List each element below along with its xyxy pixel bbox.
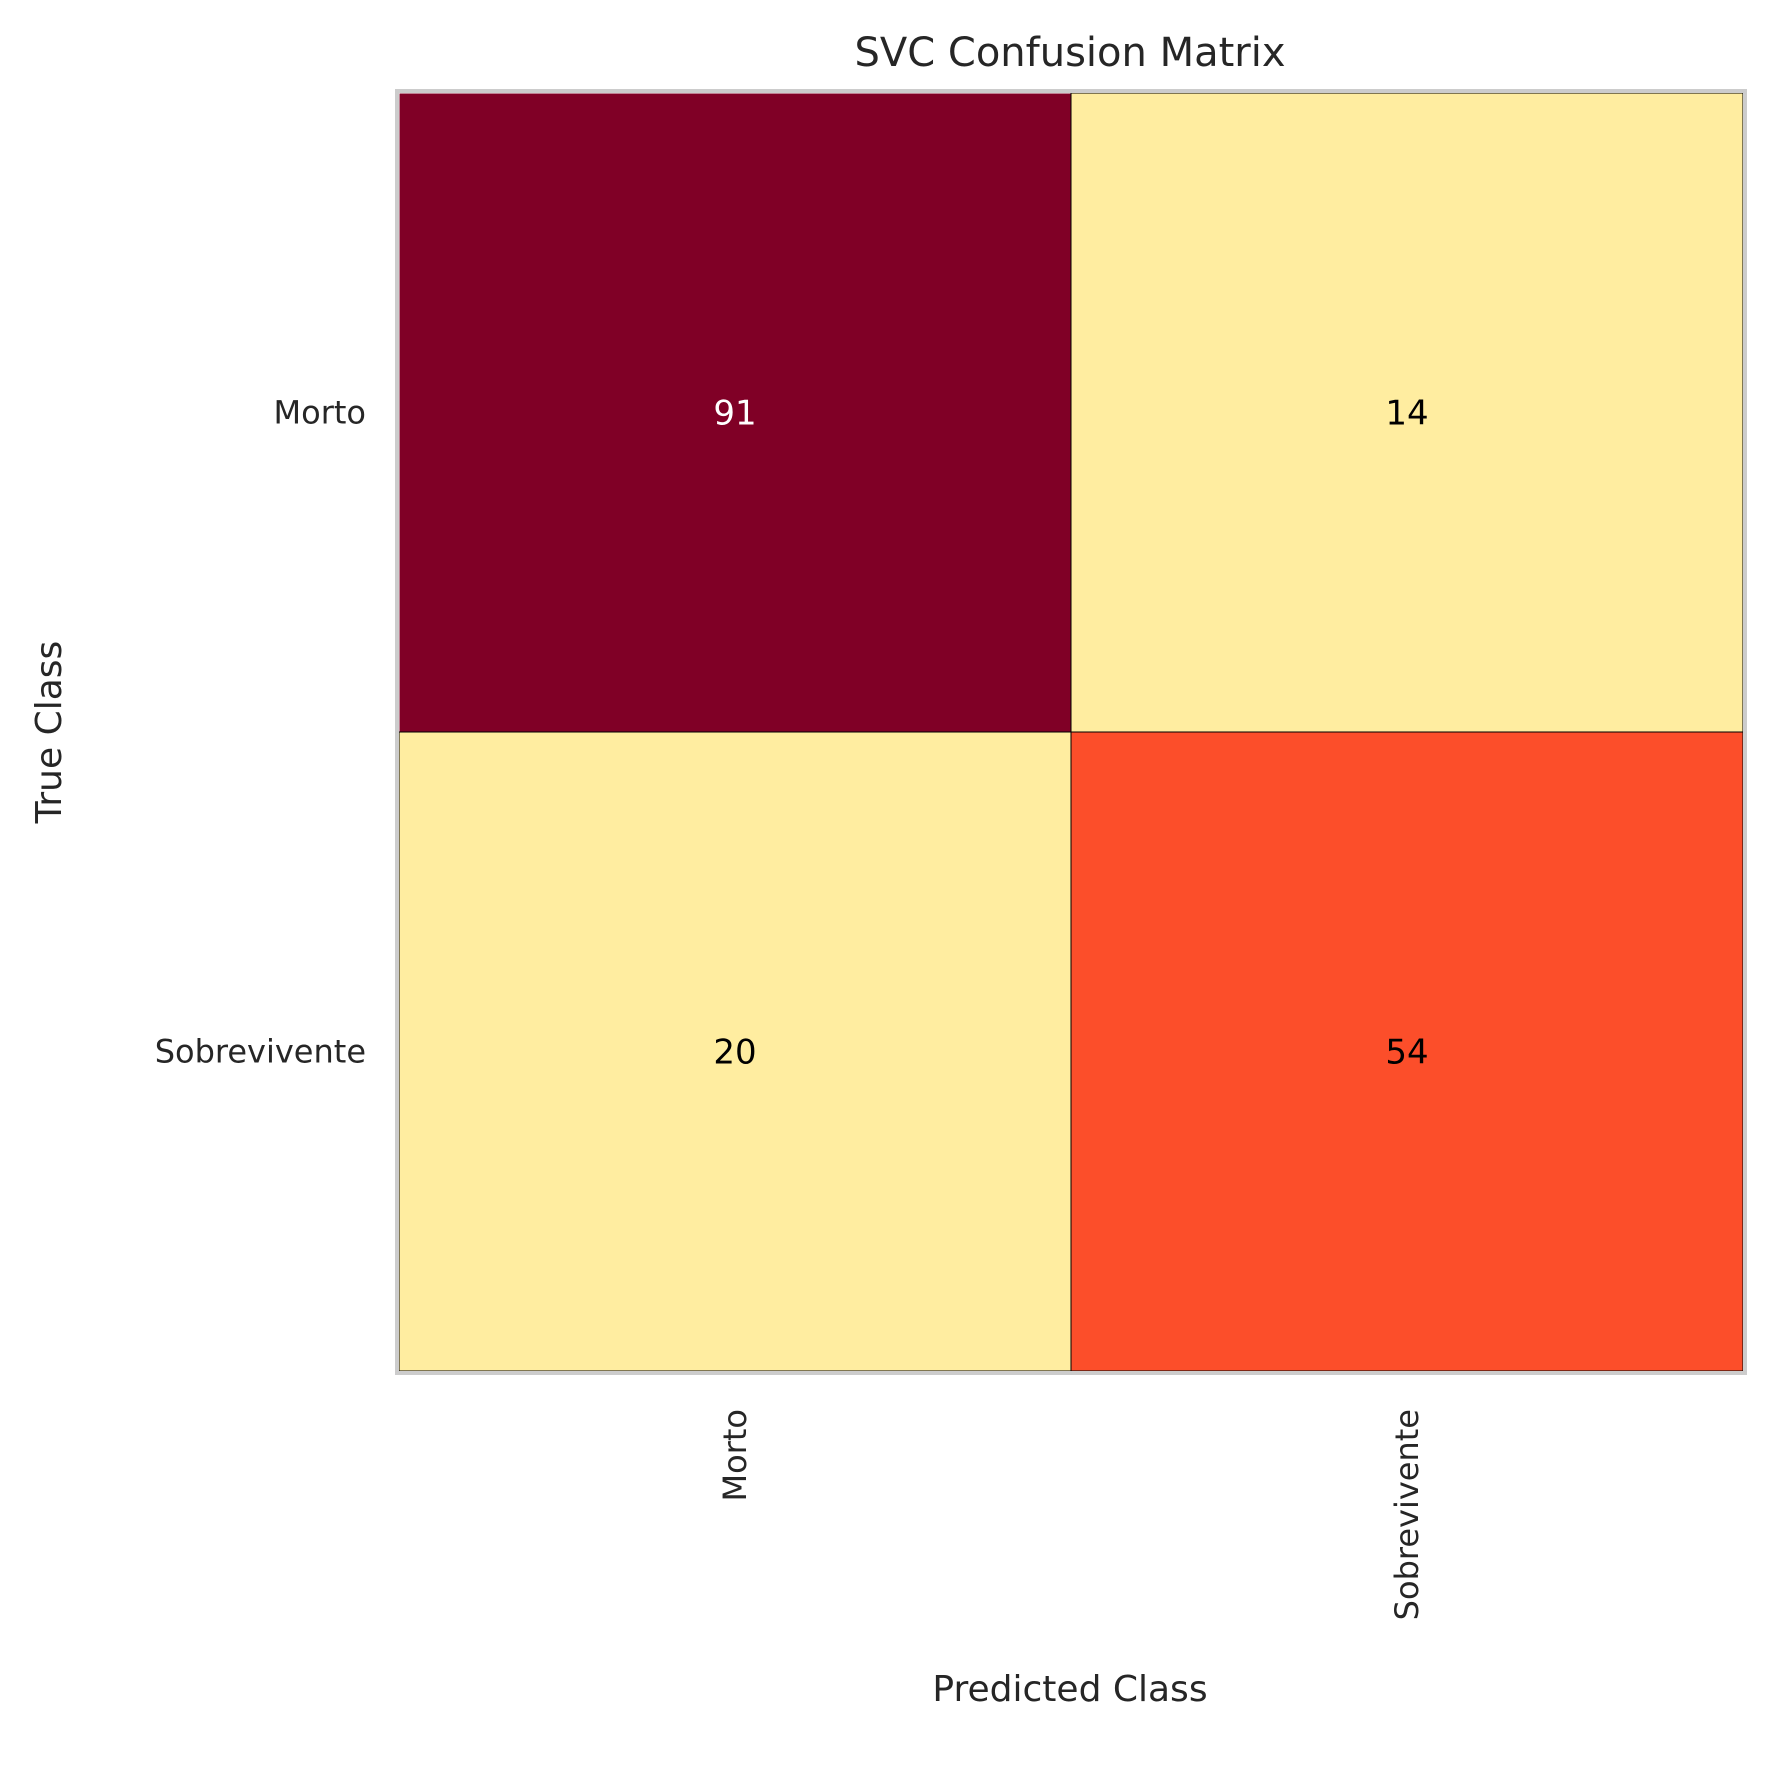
y-tick-label-0: Morto [274, 394, 366, 432]
cell-value-1-0: 20 [713, 1033, 756, 1073]
plot-frame [395, 89, 1747, 1375]
x-tick-labels: Morto Sobrevivente [716, 1409, 1426, 1620]
x-axis-label: Predicted Class [932, 1669, 1207, 1710]
heatmap-cell-1-0 [398, 731, 1072, 1372]
y-tick-label-1: Sobrevivente [155, 1033, 366, 1071]
cell-value-1-1: 54 [1385, 1033, 1428, 1073]
cell-value-0-0: 91 [713, 394, 756, 434]
x-tick-label-0: Morto [716, 1409, 754, 1501]
cell-value-0-1: 14 [1385, 394, 1428, 434]
heatmap-cell-0-1 [1070, 92, 1744, 733]
y-axis-label: True Class [29, 641, 70, 825]
x-tick-label-1: Sobrevivente [1388, 1409, 1426, 1620]
heatmap-cell-1-1 [1070, 731, 1744, 1372]
y-tick-labels: Morto Sobrevivente [155, 394, 366, 1071]
heatmap-cell-0-0 [398, 92, 1072, 733]
heatmap-cells [398, 92, 1744, 1372]
chart-title: SVC Confusion Matrix [854, 30, 1285, 76]
cell-value-labels: 91 14 20 54 [713, 394, 1428, 1073]
